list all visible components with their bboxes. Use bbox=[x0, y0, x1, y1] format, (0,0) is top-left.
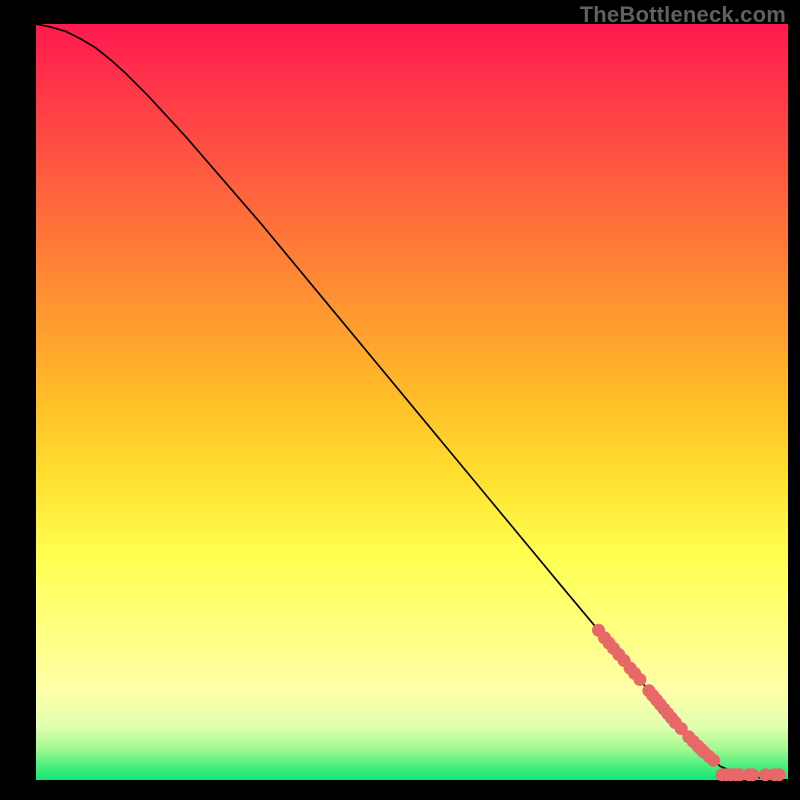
chart-container: TheBottleneck.com bbox=[0, 0, 800, 800]
gradient-plot-area bbox=[36, 24, 788, 780]
